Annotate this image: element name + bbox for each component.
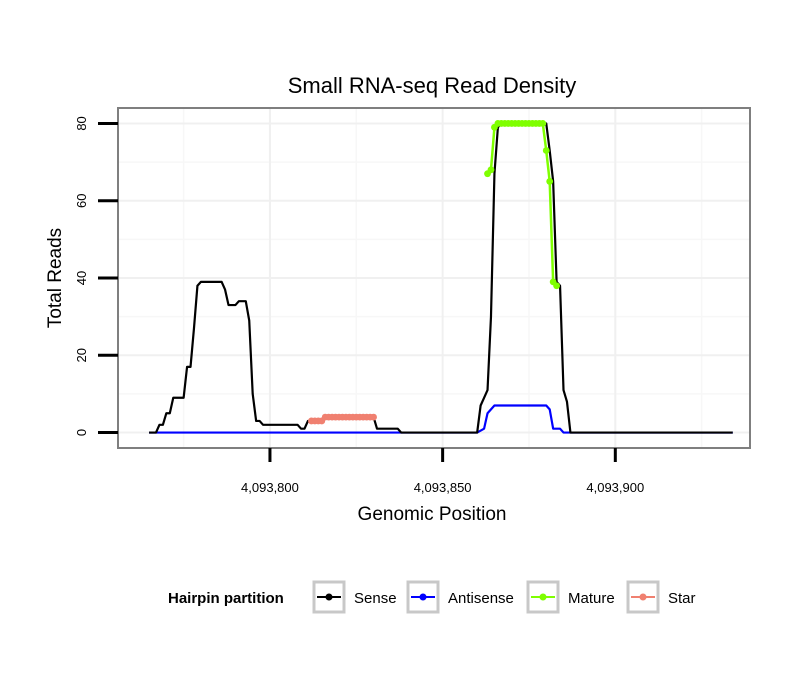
mature-point	[539, 120, 547, 127]
x-tick-label: 4,093,800	[241, 480, 299, 495]
y-tick-label: 80	[74, 116, 89, 130]
y-tick-label: 40	[74, 271, 89, 285]
legend-key-point	[539, 593, 547, 601]
legend-label: Mature	[568, 590, 615, 607]
x-tick-label: 4,093,900	[586, 480, 644, 495]
x-axis-title: Genomic Position	[358, 504, 507, 525]
legend-key-point	[639, 593, 647, 601]
legend-label: Sense	[354, 590, 397, 607]
legend-item-mature: Mature	[526, 580, 615, 614]
legend-item-sense: Sense	[312, 580, 397, 614]
legend-key-point	[325, 593, 333, 601]
legend-label: Antisense	[448, 590, 514, 607]
y-tick-label: 0	[74, 429, 89, 436]
mature-point	[553, 282, 560, 290]
x-tick-label: 4,093,850	[414, 480, 472, 495]
mature-point	[546, 178, 554, 185]
y-tick-label: 20	[74, 348, 89, 362]
grid	[118, 108, 750, 448]
legend-key-point	[419, 593, 427, 601]
axes: 4,093,800 4,093,850 4,093,900 0 20 40 60 80	[74, 116, 644, 495]
antisense-line	[149, 404, 733, 434]
legend-label: Star	[668, 590, 696, 607]
legend-title: Hairpin partition	[168, 590, 284, 607]
y-axis-title: Total Reads	[45, 228, 66, 328]
legend-item-star: Star	[626, 580, 696, 614]
data-series	[149, 120, 733, 434]
legend-item-antisense: Antisense	[406, 580, 514, 614]
star-point	[370, 413, 377, 421]
mature-point	[542, 147, 550, 154]
mature-point	[487, 166, 495, 174]
y-tick-label: 60	[74, 193, 89, 207]
chart-title: Small RNA-seq Read Density	[288, 73, 577, 98]
legend: Hairpin partition Sense Antisense Mature St…	[168, 580, 696, 614]
